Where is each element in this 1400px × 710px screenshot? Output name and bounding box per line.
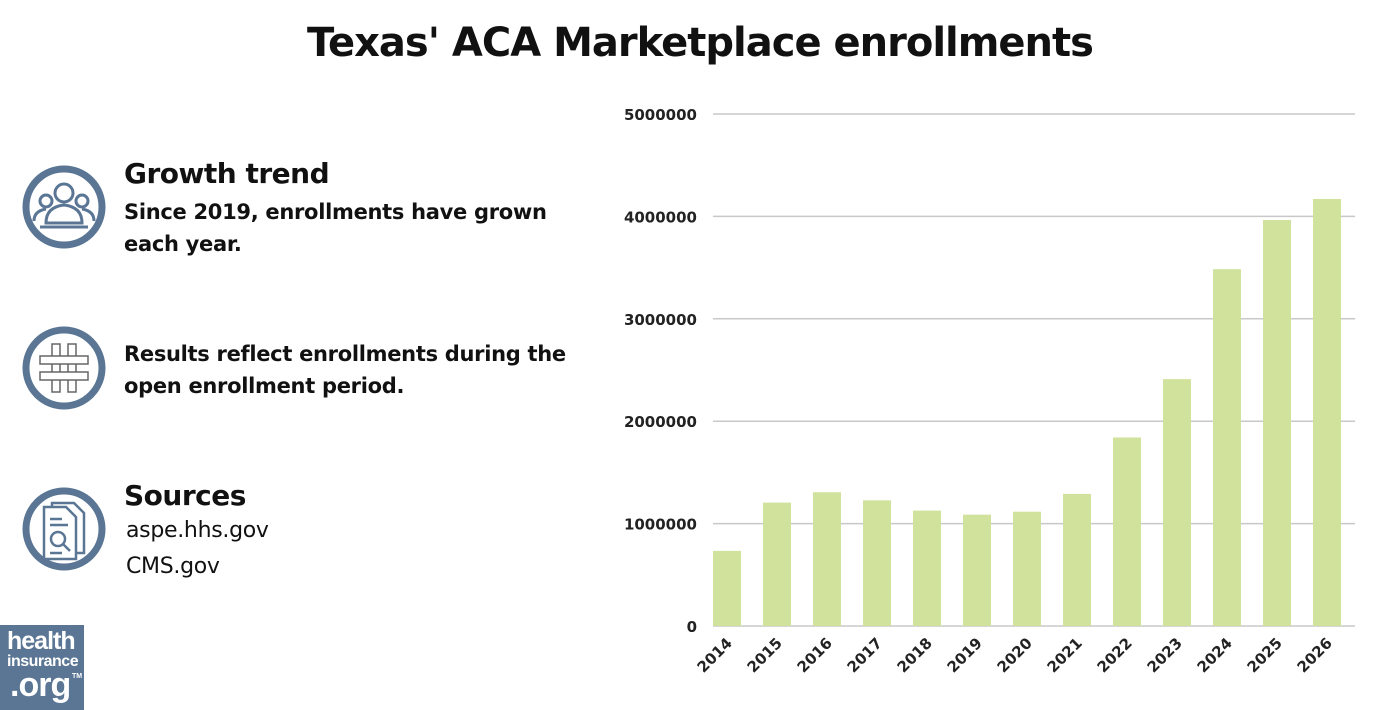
x-tick-label: 2014 (694, 634, 736, 676)
x-tick-label: 2024 (1194, 634, 1236, 676)
y-tick-label: 3000000 (624, 311, 697, 329)
info-text-period: Results reflect enrollments during the o… (124, 342, 566, 398)
x-tick-label: 2020 (994, 634, 1036, 676)
bar-2019 (963, 514, 991, 626)
logo-text: health (7, 627, 76, 655)
bar-2016 (813, 492, 841, 626)
hashtag-icon (22, 326, 106, 410)
logo-tm: TM (72, 673, 83, 680)
info-heading-sources: Sources (124, 479, 246, 512)
bar-2014 (713, 550, 741, 626)
x-tick-label: 2025 (1244, 634, 1286, 676)
x-tick-label: 2023 (1144, 634, 1186, 676)
y-tick-label: 2000000 (624, 413, 697, 431)
bar-2018 (913, 510, 941, 626)
x-tick-label: 2019 (944, 634, 986, 676)
source-link[interactable]: CMS.gov (126, 554, 220, 579)
y-tick-label: 1000000 (624, 516, 697, 534)
bar-2020 (1013, 511, 1041, 626)
x-tick-label: 2018 (894, 634, 936, 676)
y-tick-label: 4000000 (624, 208, 697, 226)
logo-text: insurance (7, 653, 79, 670)
source-link[interactable]: aspe.hhs.gov (126, 518, 269, 543)
bar-2026 (1313, 198, 1341, 626)
x-tick-label: 2015 (744, 634, 786, 676)
logo-text: .org (10, 666, 71, 704)
bar-2015 (763, 502, 791, 626)
chart-title: Texas' ACA Marketplace enrollments (307, 20, 1094, 66)
bar-2022 (1113, 437, 1141, 626)
x-tick-label: 2021 (1044, 634, 1086, 676)
info-text-growth: Since 2019, enrollments have grown each … (124, 200, 547, 256)
people-group-icon (22, 165, 106, 249)
healthinsurance-org-logo: health insurance .org TM (0, 625, 84, 710)
x-tick-label: 2017 (844, 634, 886, 676)
x-tick-label: 2022 (1094, 634, 1136, 676)
bar-2025 (1263, 220, 1291, 626)
y-tick-label: 5000000 (624, 106, 697, 124)
info-heading-growth: Growth trend (124, 157, 330, 190)
document-search-icon (22, 487, 106, 571)
x-tick-label: 2016 (794, 634, 836, 676)
bar-2024 (1213, 269, 1241, 626)
bar-2021 (1063, 493, 1091, 626)
y-tick-label: 0 (687, 618, 697, 636)
bar-2017 (863, 500, 891, 626)
bar-2023 (1163, 379, 1191, 626)
x-tick-label: 2026 (1294, 634, 1336, 676)
